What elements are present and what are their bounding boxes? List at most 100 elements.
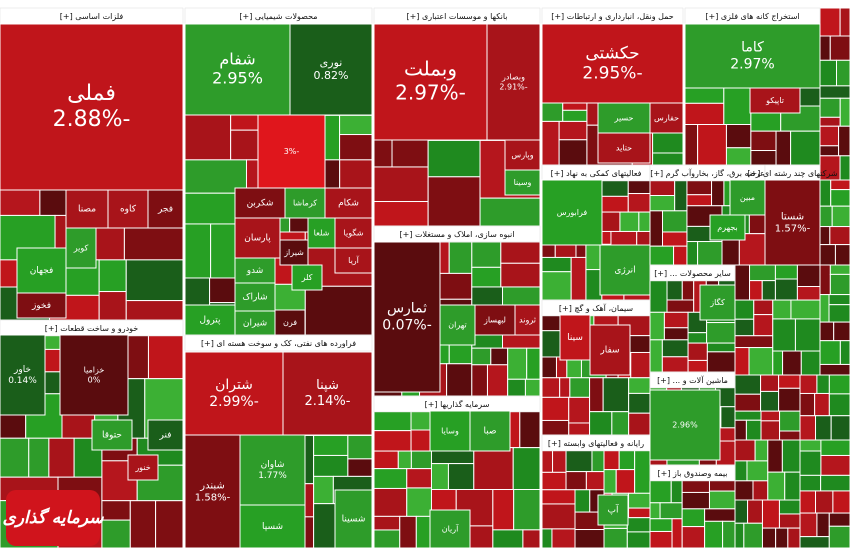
tile (101, 519, 131, 549)
tile (734, 264, 751, 301)
tile (558, 139, 588, 166)
tile (708, 479, 736, 492)
tile (745, 419, 762, 441)
sector-title: بیمه وصندوق باز [+] (658, 469, 728, 478)
tile (832, 490, 850, 514)
tile (815, 415, 832, 441)
stock-name: مصنا (78, 205, 96, 215)
tile (313, 454, 349, 477)
tile (129, 500, 157, 549)
stock-name: حتاید (616, 144, 632, 153)
tile (830, 179, 850, 191)
tile (708, 490, 736, 510)
stock-tile (699, 284, 736, 321)
tile (819, 294, 830, 323)
tile (829, 35, 850, 61)
stock-tile (16, 292, 67, 319)
tile (753, 314, 774, 337)
tile (819, 59, 838, 87)
stock-name: آپ (608, 504, 619, 516)
tile (513, 489, 541, 531)
tile (551, 528, 576, 549)
stock-tile (234, 282, 276, 312)
tile (774, 278, 798, 301)
tile (819, 116, 841, 127)
tile (799, 392, 816, 417)
tile (734, 460, 748, 482)
stock-tile (541, 23, 684, 104)
stock-tile (709, 214, 746, 241)
tile (697, 124, 727, 166)
tile (697, 241, 723, 266)
tile (600, 195, 629, 213)
tile (569, 377, 591, 398)
tile (681, 479, 710, 493)
stock-change: 2.97% (730, 56, 774, 72)
tile (565, 449, 593, 473)
tile (819, 145, 840, 157)
tile (687, 359, 708, 373)
sector-title: شرکتهای چند رشته ای [+] (747, 169, 837, 178)
stock-name: کاوه (120, 205, 137, 215)
stock-tile (234, 257, 276, 284)
tile (819, 7, 841, 37)
tile (447, 463, 475, 491)
tile (649, 502, 661, 520)
tile (661, 339, 689, 358)
tile (790, 130, 821, 166)
stock-change: -2.91% (499, 82, 527, 91)
tile (687, 332, 708, 344)
tile (649, 179, 676, 196)
tile (704, 520, 724, 549)
tile (778, 513, 801, 529)
stock-name: ثروند (519, 316, 536, 325)
tile (471, 347, 492, 366)
stock-name: کلر (301, 273, 313, 282)
sector-header (649, 464, 736, 482)
stock-tile (289, 23, 373, 116)
tile (541, 449, 554, 473)
tile (347, 458, 373, 477)
tile (829, 273, 850, 296)
tile (611, 411, 630, 436)
tile (313, 475, 334, 505)
tile (490, 347, 509, 366)
tile (184, 223, 212, 279)
stock-name: شیران (243, 319, 267, 329)
tile (725, 147, 752, 166)
stock-name: فرن (283, 318, 297, 327)
tile (661, 356, 689, 373)
tile (630, 351, 651, 379)
stock-name: خزامیا (84, 366, 105, 375)
stock-tile (65, 189, 109, 229)
tile (754, 439, 769, 462)
stock-name: شبندر (199, 481, 225, 492)
stock-name: کویر (73, 244, 89, 253)
stock-tile (147, 419, 184, 451)
tile (760, 410, 781, 422)
stock-tile (107, 189, 149, 229)
tile (839, 7, 850, 37)
tile (828, 512, 850, 527)
tile (48, 437, 75, 478)
tile (430, 463, 449, 491)
tile (585, 269, 603, 301)
stock-change: -1.58% (195, 493, 231, 504)
sector-title: ماشین آلات و ... [+] (657, 375, 728, 385)
stock-change: -2.14% (304, 394, 350, 409)
tile (748, 347, 774, 376)
stock-tile (373, 23, 488, 141)
stock-tile (282, 351, 373, 436)
tile (734, 318, 755, 337)
tile (734, 480, 754, 501)
stock-tile (764, 179, 821, 266)
tile (627, 179, 651, 195)
tile (711, 179, 725, 207)
sector-title: محصولات شیمیایی [+] (239, 12, 317, 21)
tile (799, 474, 822, 492)
tile (767, 439, 783, 473)
sector-header (373, 225, 541, 243)
tile (541, 489, 576, 505)
tile (684, 102, 725, 126)
tile (761, 527, 777, 549)
